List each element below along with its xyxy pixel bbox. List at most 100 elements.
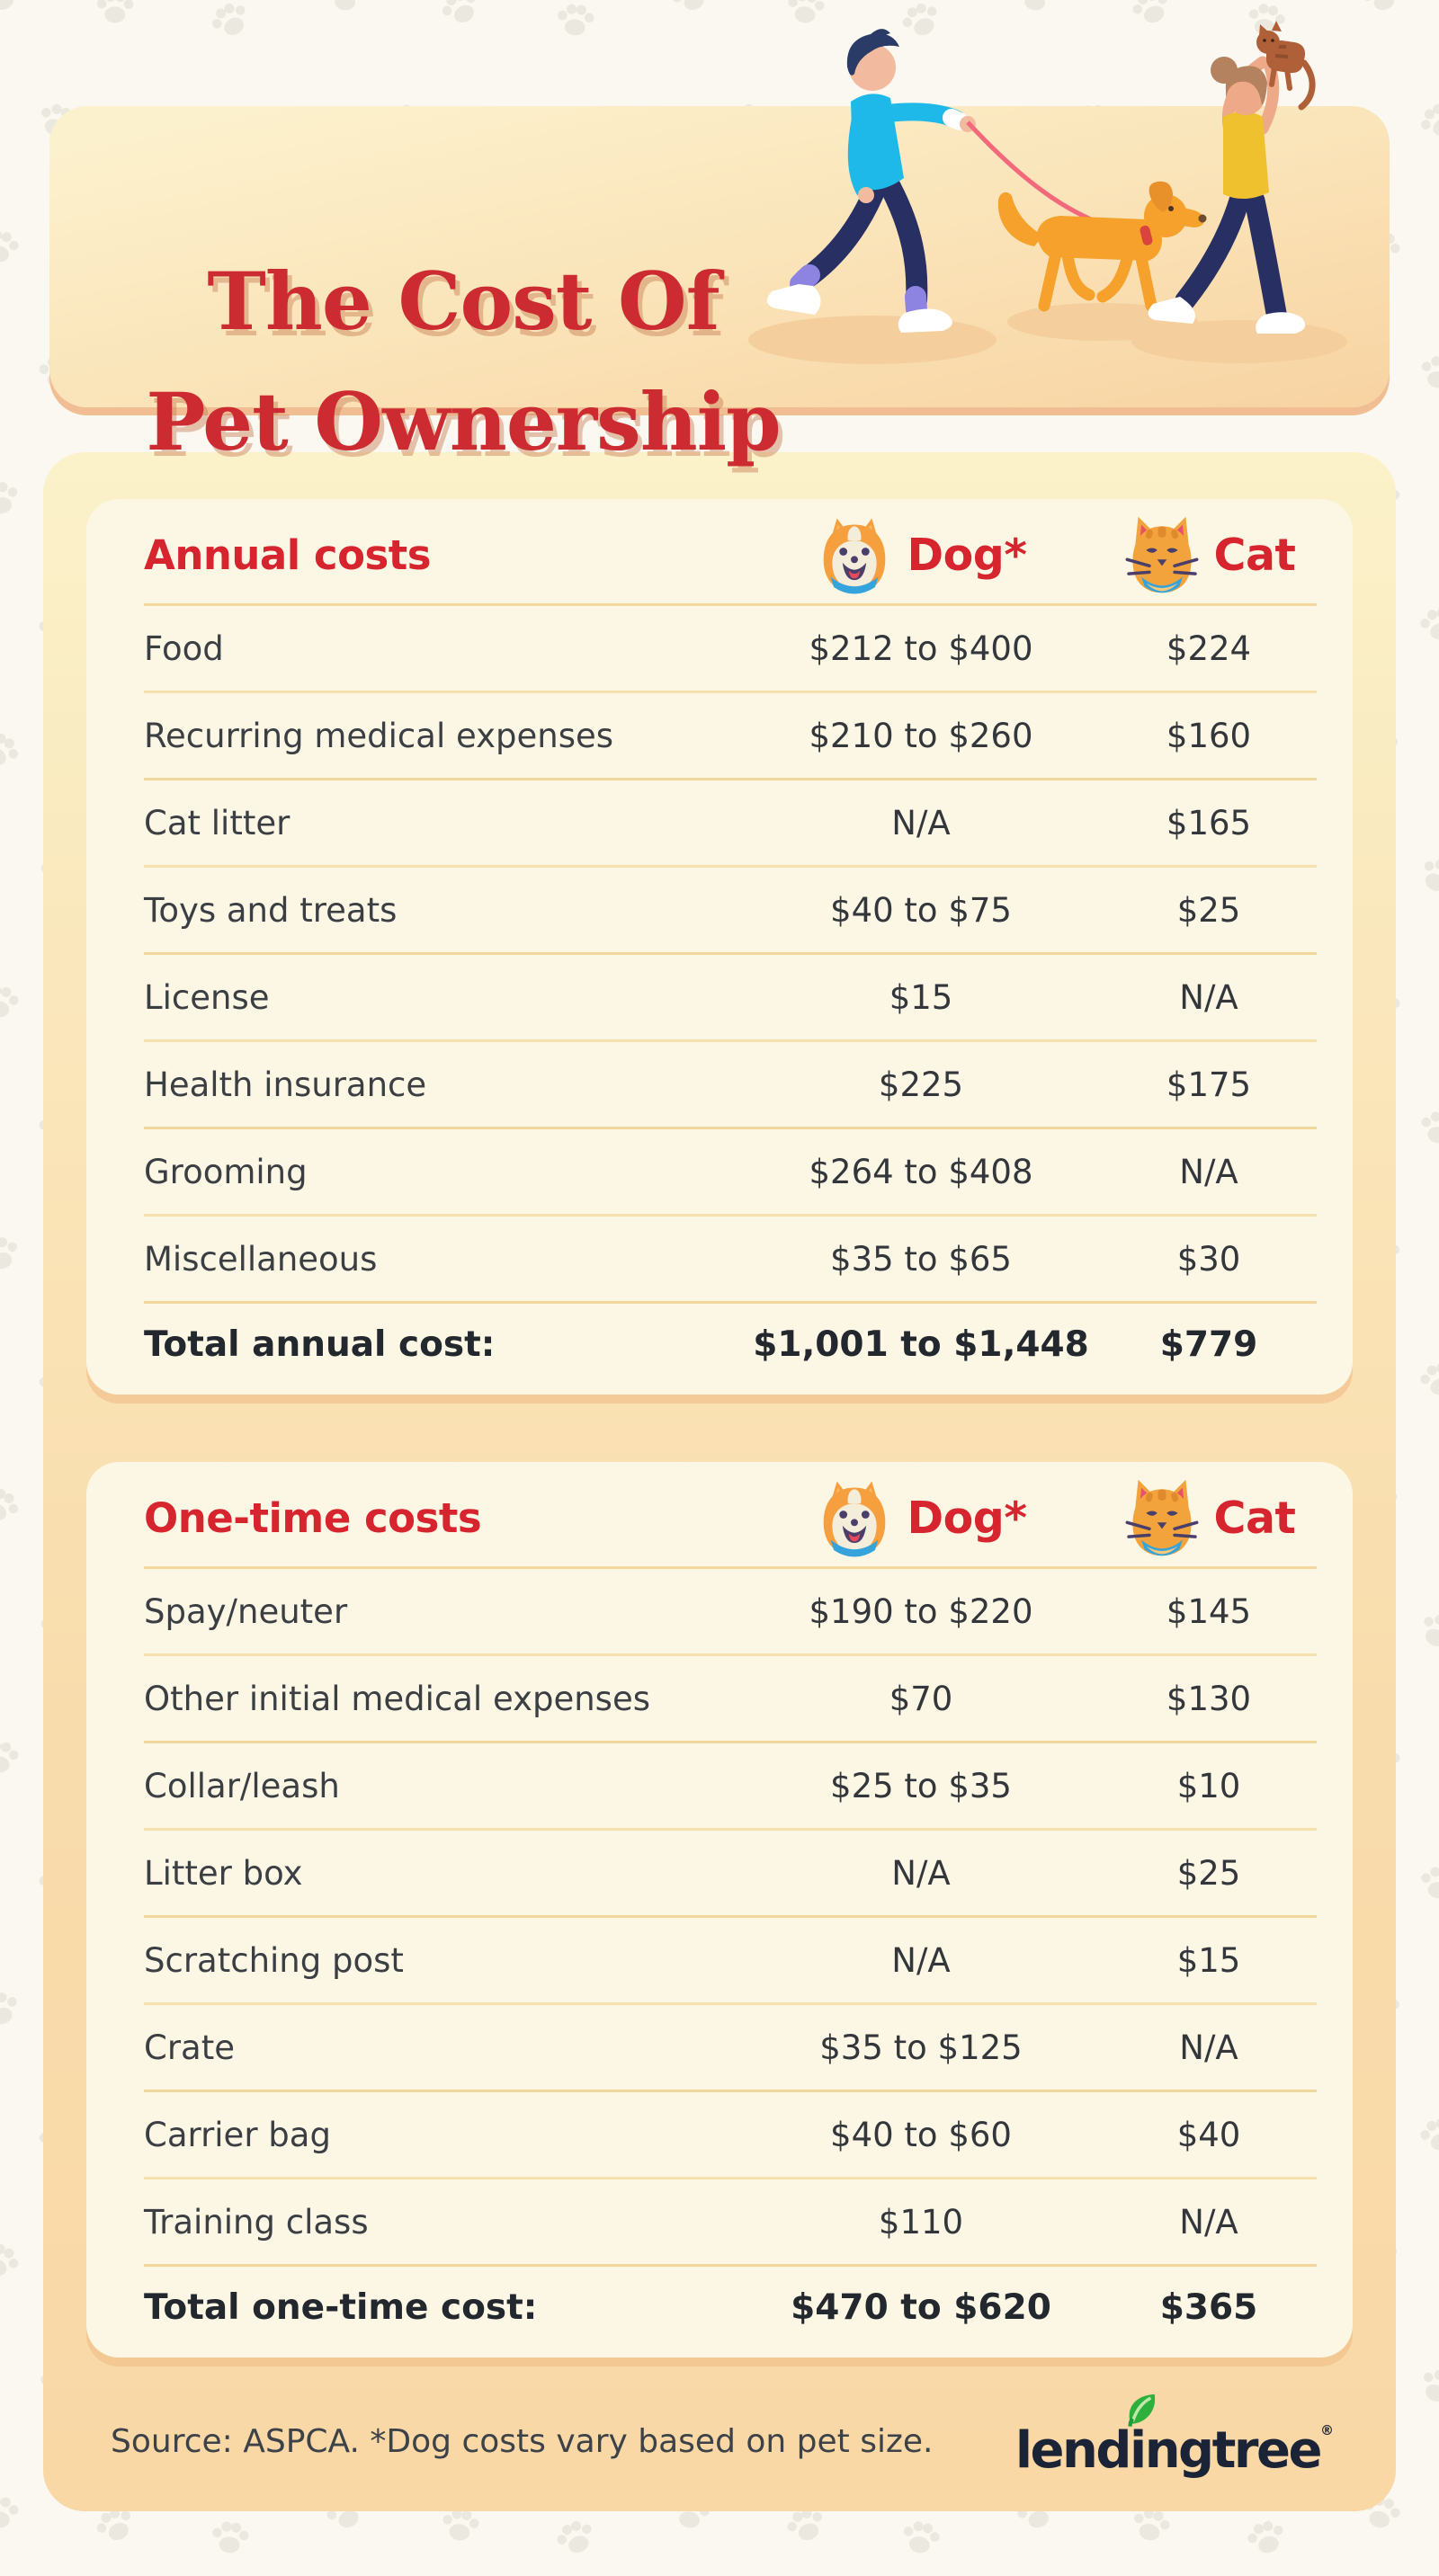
dog-value: N/A [891, 803, 951, 842]
paw-print-icon [1125, 2499, 1177, 2551]
logo-letter-i: i [1128, 2393, 1156, 2476]
total-dog-value: $470 to $620 [791, 2287, 1051, 2328]
dog-value: $35 to $125 [819, 2028, 1023, 2067]
table-row: Toys and treats $40 to $75 $25 [144, 868, 1317, 955]
paw-print-icon [1409, 1601, 1439, 1660]
table-row: Grooming $264 to $408 N/A [144, 1129, 1317, 1217]
table-row: Miscellaneous $35 to $65 $30 [144, 1217, 1317, 1304]
paw-print-icon [892, 0, 949, 49]
dog-column-label: Dog* [907, 1492, 1027, 1544]
annual-costs-rows: Food $212 to $400 $224 Recurring medical ex… [144, 606, 1317, 1304]
row-label: Training class [144, 2202, 369, 2242]
paw-print-icon [1415, 1858, 1439, 1906]
dog-column-header: Dog* [741, 513, 1101, 596]
dog-value: $210 to $260 [809, 716, 1033, 755]
table-row: Carrier bag $40 to $60 $40 [144, 2092, 1317, 2179]
dog-value: $40 to $75 [830, 890, 1012, 930]
dog-value: $35 to $65 [830, 1239, 1012, 1279]
row-label: Crate [144, 2028, 235, 2067]
paw-print-icon [0, 1227, 26, 1279]
row-label: Miscellaneous [144, 1239, 378, 1279]
paw-print-icon [0, 2489, 23, 2535]
row-label: Spay/neuter [144, 1591, 348, 1631]
dog-value: $212 to $400 [809, 628, 1033, 668]
paw-print-icon [201, 0, 260, 49]
dog-value: $190 to $220 [809, 1591, 1033, 1631]
row-label: Cat litter [144, 803, 290, 842]
cat-value: N/A [1179, 977, 1238, 1017]
cat-value: $30 [1176, 1239, 1241, 1279]
cat-value: $160 [1166, 716, 1252, 755]
man-walking-dog-illustration [766, 29, 976, 333]
ground-shadow [1131, 320, 1347, 363]
paw-print-icon [896, 2512, 947, 2563]
table-row: Crate $35 to $125 N/A [144, 2005, 1317, 2092]
row-label: Health insurance [144, 1065, 427, 1104]
paw-print-icon [1123, 0, 1179, 35]
paw-print-icon [782, 0, 829, 31]
cat-value: N/A [1179, 1152, 1238, 1191]
annual-costs-table: Annual costs Dog* Cat [86, 499, 1353, 1395]
paw-print-icon [1413, 1353, 1439, 1405]
one-time-costs-table: One-time costs Dog* Cat [86, 1462, 1353, 2358]
footer: Source: ASPCA. *Dog costs vary based on … [111, 2387, 1334, 2495]
dog-column-label: Dog* [907, 529, 1027, 581]
page-title: The Cost Of Pet Ownership [130, 241, 796, 482]
paw-print-icon [0, 720, 30, 780]
table-row: Scratching post N/A $15 [144, 1918, 1317, 2005]
dog-column-header: Dog* [741, 1476, 1101, 1559]
table-row: Spay/neuter $190 to $220 $145 [144, 1569, 1317, 1656]
cat-illustration [1256, 21, 1316, 111]
cat-value: $25 [1176, 890, 1241, 930]
cat-column-label: Cat [1213, 529, 1296, 581]
paw-print-icon [1354, 0, 1409, 22]
one-time-costs-rows: Spay/neuter $190 to $220 $145 Other initial… [144, 1569, 1317, 2267]
page-title-line1: The Cost Of [207, 254, 720, 348]
ground-shadow [748, 316, 997, 364]
cat-icon [1122, 1476, 1202, 1559]
cat-value: N/A [1179, 2202, 1238, 2242]
paw-print-icon [662, 0, 720, 23]
paw-print-icon [1239, 2510, 1293, 2564]
paw-print-icon [1012, 0, 1061, 19]
cat-value: $40 [1176, 2115, 1241, 2154]
paw-print-icon [1414, 347, 1439, 397]
table-row: Litter box N/A $25 [144, 1831, 1317, 1918]
cat-value: $15 [1176, 1940, 1241, 1980]
table-row: Collar/leash $25 to $35 $10 [144, 1743, 1317, 1831]
lendingtree-logo: lend ingtree® [1015, 2393, 1334, 2476]
paw-print-icon [0, 0, 30, 24]
total-label: Total one-time cost: [144, 2287, 538, 2328]
paw-print-icon [1414, 599, 1439, 649]
dog-value: $110 [878, 2202, 964, 2242]
dog-value: N/A [891, 1853, 951, 1893]
header-card: The Cost Of Pet Ownership [49, 106, 1390, 468]
logo-text: lend [1014, 2421, 1132, 2480]
paw-print-icon [323, 0, 368, 17]
paw-print-icon [207, 2514, 255, 2562]
table-row: Health insurance $225 $175 [144, 1042, 1317, 1129]
row-label: Collar/leash [144, 1766, 340, 1805]
cat-value: $10 [1176, 1766, 1241, 1805]
registered-mark: ® [1320, 2422, 1334, 2438]
cat-value: $224 [1166, 628, 1252, 668]
paw-print-icon [0, 1476, 29, 1535]
row-label: Toys and treats [144, 890, 398, 930]
woman-holding-cat-illustration [1148, 21, 1316, 334]
table-row: Cat litter N/A $165 [144, 780, 1317, 868]
table-row: License $15 N/A [144, 955, 1317, 1042]
dog-value: $264 to $408 [809, 1152, 1033, 1191]
source-note: Source: ASPCA. *Dog costs vary based on … [111, 2422, 934, 2460]
dog-value: $225 [878, 1065, 964, 1104]
one-time-costs-header-row: One-time costs Dog* Cat [144, 1462, 1317, 1569]
paw-print-icon [436, 2500, 485, 2549]
cat-column-header: Cat [1101, 513, 1317, 596]
row-label: Litter box [144, 1853, 303, 1893]
row-label: Carrier bag [144, 2115, 331, 2154]
cat-icon [1122, 513, 1202, 596]
cat-value: $25 [1176, 1853, 1241, 1893]
total-label: Total annual cost: [144, 1324, 496, 1365]
dog-value: $40 to $60 [830, 2115, 1012, 2154]
dog-value: N/A [891, 1940, 951, 1980]
paw-print-icon [0, 1982, 27, 2035]
